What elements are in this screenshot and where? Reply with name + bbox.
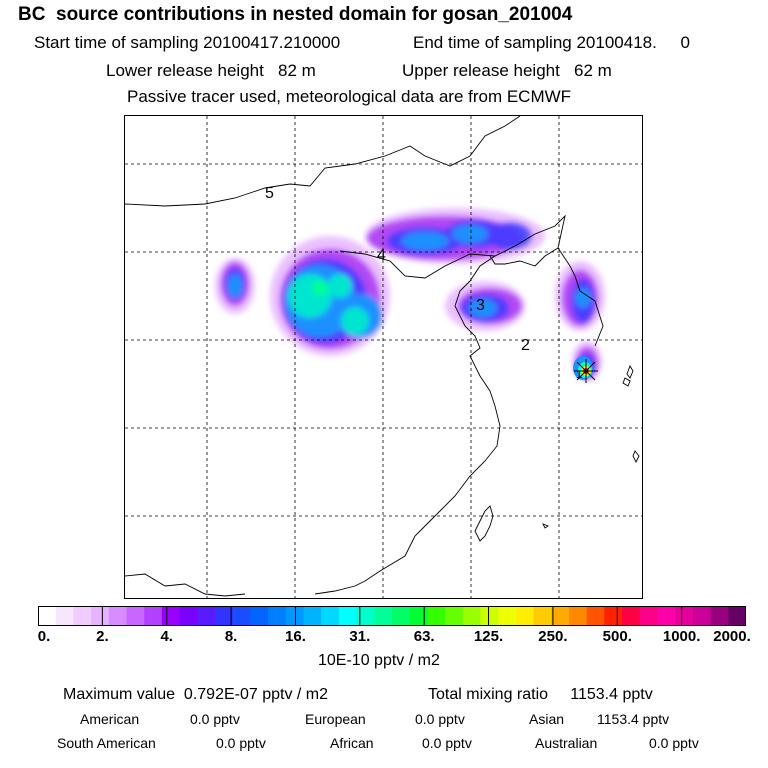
plot-title: BC source contributions in nested domain…	[18, 4, 573, 25]
colorbar-swatch	[639, 606, 658, 626]
african-value: 0.0 pptv	[422, 735, 472, 751]
colorbar-swatch	[126, 606, 145, 626]
african-label: African	[330, 735, 374, 751]
colorbar-swatch	[462, 606, 481, 626]
map-labels: 5 4 3 2 1	[265, 185, 582, 381]
colorbar-swatch	[303, 606, 322, 626]
colorbar-swatch	[73, 606, 92, 626]
max-value-label: Maximum value 0.792E-07 pptv / m2	[63, 686, 329, 703]
colorbar-swatch	[710, 606, 729, 626]
australian-value: 0.0 pptv	[649, 735, 699, 751]
australian-label: Australian	[535, 735, 598, 751]
colorbar-swatch	[91, 606, 110, 626]
colorbar-swatch	[551, 606, 570, 626]
colorbar-swatch	[604, 606, 623, 626]
colorbar-swatch	[728, 606, 746, 626]
map-label-2: 2	[521, 337, 530, 354]
lower-release-height-label: Lower release height 82 m	[106, 61, 316, 80]
colorbar-swatch	[179, 606, 198, 626]
colorbar-swatch	[480, 606, 499, 626]
colorbar	[38, 606, 746, 626]
graticule	[125, 116, 642, 598]
colorbar-swatch	[38, 606, 57, 626]
colorbar-swatch	[498, 606, 517, 626]
colorbar-swatch	[321, 606, 340, 626]
colorbar-swatch	[108, 606, 127, 626]
colorbar-swatch	[692, 606, 712, 626]
end-time-label: End time of sampling 20100418. 0	[413, 33, 690, 52]
asian-label: Asian	[529, 711, 565, 727]
map-label-4: 4	[377, 247, 386, 264]
receptor-star-marker	[574, 359, 598, 383]
tracer-note: Passive tracer used, meteorological data…	[127, 87, 572, 106]
colorbar-swatch	[285, 606, 304, 626]
colorbar-swatch	[392, 606, 411, 626]
colorbar-tick-label: 16.	[285, 628, 306, 645]
colorbar-tick-label: 63.	[413, 628, 435, 645]
colorbar-swatch	[657, 606, 676, 626]
colorbar-swatch	[356, 606, 375, 626]
colorbar-swatch	[533, 606, 552, 626]
american-label: American	[80, 711, 140, 727]
colorbar-swatch	[338, 606, 358, 626]
total-mixing-ratio: Total mixing ratio 1153.4 pptv	[428, 686, 653, 703]
colorbar-tick-label: 1000.	[662, 628, 701, 645]
map-label-5: 5	[265, 185, 274, 202]
start-time-label: Start time of sampling 20100417.210000	[34, 33, 341, 52]
concentration-plume	[215, 208, 605, 381]
colorbar-swatch	[374, 606, 393, 626]
colorbar-swatch	[586, 606, 605, 626]
colorbar-tick-label: 2000.	[713, 628, 751, 645]
colorbar-swatch	[250, 606, 269, 626]
map-canvas: 5 4 3 2 1	[125, 116, 642, 598]
european-label: European	[305, 711, 366, 727]
colorbar-swatch	[232, 606, 251, 626]
colorbar-swatch	[409, 606, 428, 626]
upper-release-height-label: Upper release height 62 m	[402, 61, 612, 80]
colorbar-swatch	[427, 606, 446, 626]
colorbar-tick-label: 31.	[349, 628, 371, 645]
colorbar-tick-label: 125.	[473, 628, 504, 645]
colorbar-swatch	[197, 606, 216, 626]
colorbar-swatch	[144, 606, 163, 626]
map-label-1: 1	[576, 369, 582, 381]
coastlines	[125, 116, 640, 597]
colorbar-border	[38, 606, 746, 626]
american-value: 0.0 pptv	[190, 711, 240, 727]
colorbar-swatch	[569, 606, 588, 626]
south-american-label: South American	[57, 735, 156, 751]
colorbar-tick-label: 2.	[96, 628, 109, 645]
colorbar-swatch	[55, 606, 74, 626]
map-panel: 5 4 3 2 1	[124, 115, 643, 599]
colorbar-tick-label: 250.	[538, 628, 568, 645]
colorbar-tick-label: 8.	[224, 628, 238, 645]
colorbar-swatch	[515, 606, 535, 626]
colorbar-tick-label: 4.	[160, 628, 173, 645]
south-american-value: 0.0 pptv	[216, 735, 266, 751]
asian-value: 1153.4 pptv	[597, 711, 670, 727]
colorbar-tick-label: 0.	[37, 628, 51, 645]
colorbar-tick-label: 500.	[602, 628, 632, 645]
colorbar-swatch	[268, 606, 287, 626]
colorbar-swatch	[161, 606, 181, 626]
colorbar-swatch	[622, 606, 641, 626]
european-value: 0.0 pptv	[415, 711, 465, 727]
colorbar-swatch	[445, 606, 464, 626]
colorbar-units: 10E-10 pptv / m2	[318, 652, 440, 669]
map-label-3: 3	[476, 297, 485, 314]
colorbar-swatch	[215, 606, 234, 626]
colorbar-swatch	[675, 606, 694, 626]
